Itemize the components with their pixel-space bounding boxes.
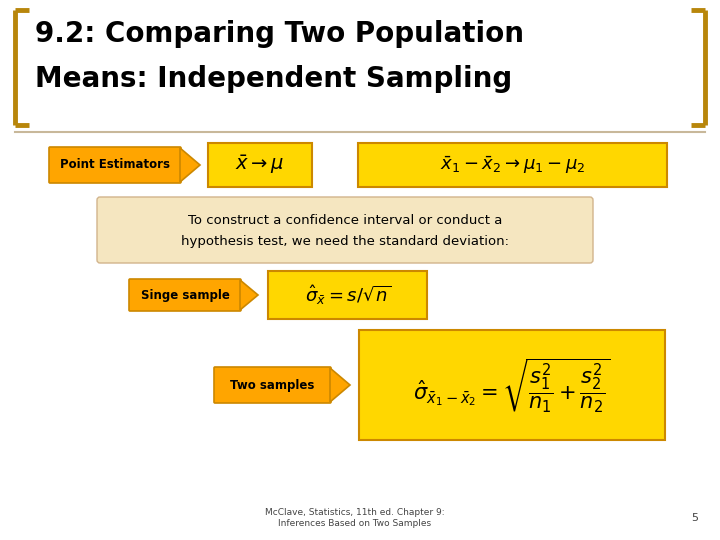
Text: 9.2: Comparing Two Population: 9.2: Comparing Two Population (35, 20, 524, 48)
FancyBboxPatch shape (208, 143, 312, 187)
FancyBboxPatch shape (97, 197, 593, 263)
Text: Two samples: Two samples (230, 379, 314, 392)
Polygon shape (330, 368, 350, 402)
FancyBboxPatch shape (49, 147, 181, 183)
Text: McClave, Statistics, 11th ed. Chapter 9:
Inferences Based on Two Samples: McClave, Statistics, 11th ed. Chapter 9:… (265, 508, 445, 528)
Text: $\bar{x} \rightarrow \mu$: $\bar{x} \rightarrow \mu$ (235, 153, 285, 177)
FancyBboxPatch shape (358, 143, 667, 187)
Text: $\hat{\sigma}_{\bar{x}_1-\bar{x}_2} = \sqrt{\dfrac{s_1^2}{n_1}+\dfrac{s_2^2}{n_2: $\hat{\sigma}_{\bar{x}_1-\bar{x}_2} = \s… (413, 356, 611, 414)
FancyBboxPatch shape (359, 330, 665, 440)
Polygon shape (240, 280, 258, 310)
Text: $\bar{x}_1 - \bar{x}_2 \rightarrow \mu_1 - \mu_2$: $\bar{x}_1 - \bar{x}_2 \rightarrow \mu_1… (440, 154, 586, 176)
FancyBboxPatch shape (268, 271, 427, 319)
Text: 5: 5 (691, 513, 698, 523)
Polygon shape (180, 148, 200, 182)
Text: hypothesis test, we need the standard deviation:: hypothesis test, we need the standard de… (181, 235, 509, 248)
Text: Singe sample: Singe sample (140, 288, 230, 301)
Text: Means: Independent Sampling: Means: Independent Sampling (35, 65, 512, 93)
FancyBboxPatch shape (214, 367, 331, 403)
Text: To construct a confidence interval or conduct a: To construct a confidence interval or co… (188, 213, 502, 226)
Text: $\hat{\sigma}_{\bar{x}} = s/\sqrt{n}$: $\hat{\sigma}_{\bar{x}} = s/\sqrt{n}$ (305, 283, 391, 307)
Text: Point Estimators: Point Estimators (60, 159, 170, 172)
FancyBboxPatch shape (129, 279, 241, 311)
